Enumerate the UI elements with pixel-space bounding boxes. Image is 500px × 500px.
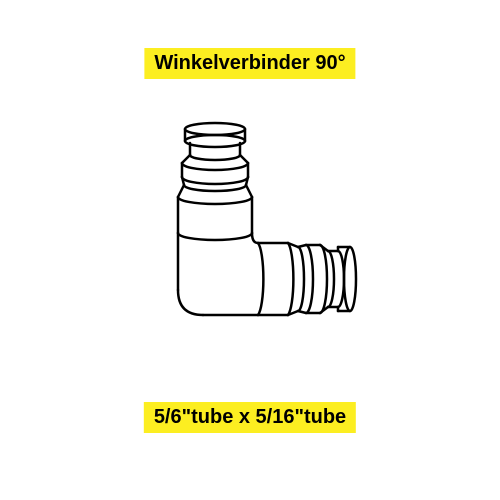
elbow-connector-diagram bbox=[130, 115, 370, 355]
elbow-connector-svg bbox=[130, 115, 370, 355]
product-title-label: Winkelverbinder 90° bbox=[144, 48, 355, 79]
product-dimensions-label: 5/6"tube x 5/16"tube bbox=[144, 402, 356, 433]
